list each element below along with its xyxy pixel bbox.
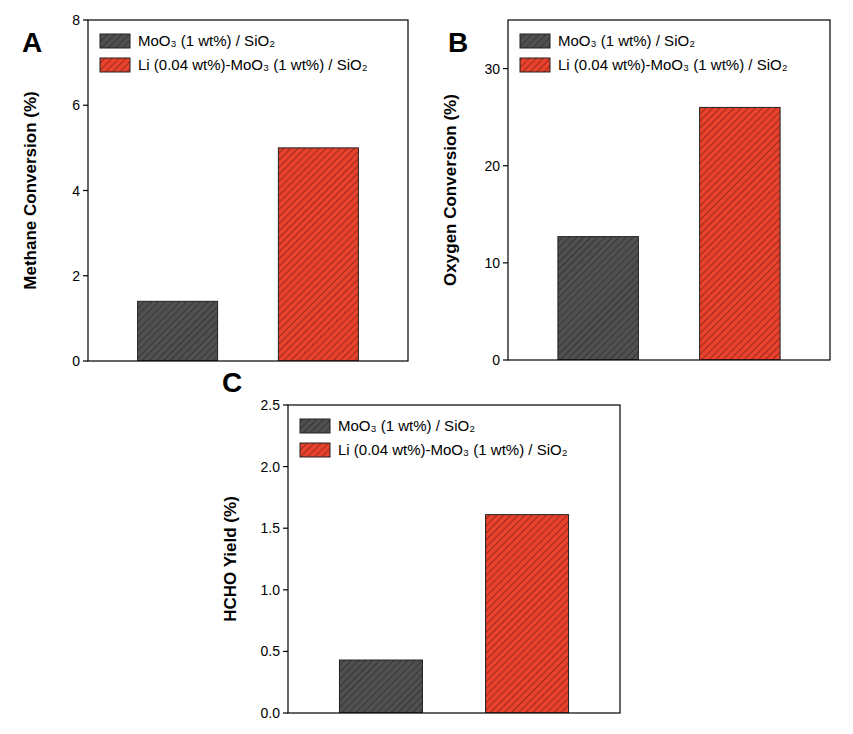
y-tick-label: 0.0 [261, 705, 281, 721]
y-tick-label: 2.5 [261, 397, 281, 413]
legend-label: Li (0.04 wt%)-MoO₃ (1 wt%) / SiO₂ [558, 56, 788, 73]
legend-swatch [300, 419, 330, 433]
bar [138, 301, 218, 361]
bars [138, 148, 359, 361]
legend-label: MoO₃ (1 wt%) / SiO₂ [138, 32, 275, 49]
legend: MoO₃ (1 wt%) / SiO₂ Li (0.04 wt%)-MoO₃ (1… [100, 32, 368, 73]
y-tick [83, 275, 88, 276]
y-tick [283, 589, 288, 590]
plot-frame [88, 20, 408, 361]
bars [339, 515, 568, 713]
legend-label: MoO₃ (1 wt%) / SiO₂ [558, 32, 695, 49]
legend-swatch [300, 443, 330, 457]
y-tick [83, 190, 88, 191]
y-tick [283, 712, 288, 713]
y-tick-label: 0 [492, 352, 500, 368]
y-axis-label: Oxygen Conversion (%) [441, 94, 460, 286]
y-tick [283, 528, 288, 529]
y-tick [503, 68, 508, 69]
plot-frame [288, 405, 620, 713]
y-tick-label: 30 [484, 61, 500, 77]
legend-swatch [520, 34, 550, 48]
legend-label: Li (0.04 wt%)-MoO₃ (1 wt%) / SiO₂ [138, 56, 368, 73]
figure: A 0 2 4 6 8 Methane Conversion (%) MoO₃ (1 wt%)… [0, 0, 853, 734]
legend-swatch [100, 58, 130, 72]
y-tick [83, 360, 88, 361]
y-tick-label: 0.5 [261, 643, 281, 659]
y-axis-label: Methane Conversion (%) [21, 91, 40, 289]
panel: B 0 10 20 30 Oxygen Conversion (%) MoO₃ (1 wt%… [441, 20, 830, 368]
y-tick-label: 0 [72, 353, 80, 369]
y-tick [503, 359, 508, 360]
y-tick-label: 6 [72, 97, 80, 113]
bar [700, 107, 781, 360]
y-tick [83, 105, 88, 106]
y-tick-label: 4 [72, 183, 80, 199]
y-tick [283, 651, 288, 652]
y-tick [283, 466, 288, 467]
bar [486, 515, 569, 713]
y-tick [283, 404, 288, 405]
panel-title: C [222, 367, 242, 398]
y-axis-label: HCHO Yield (%) [221, 496, 240, 622]
legend-swatch [100, 34, 130, 48]
y-tick [503, 262, 508, 263]
y-tick-label: 2.0 [261, 459, 281, 475]
panel: C 0.0 0.5 1.0 1.5 2.0 2.5 HCHO Yield (%) MoO₃ (1… [221, 367, 620, 721]
y-tick [83, 19, 88, 20]
y-tick [503, 165, 508, 166]
panel: A 0 2 4 6 8 Methane Conversion (%) MoO₃ (1 wt%)… [21, 12, 408, 369]
y-tick-label: 8 [72, 12, 80, 28]
legend-label: Li (0.04 wt%)-MoO₃ (1 wt%) / SiO₂ [338, 441, 568, 458]
legend-label: MoO₃ (1 wt%) / SiO₂ [338, 417, 475, 434]
bar [339, 660, 422, 713]
panel-title: B [448, 27, 468, 58]
y-tick-label: 10 [484, 255, 500, 271]
y-tick-label: 1.0 [261, 582, 281, 598]
legend-swatch [520, 58, 550, 72]
bars [558, 107, 780, 360]
y-tick-label: 2 [72, 268, 80, 284]
panel-title: A [22, 27, 42, 58]
legend: MoO₃ (1 wt%) / SiO₂ Li (0.04 wt%)-MoO₃ (1… [300, 417, 568, 458]
plot-frame [508, 20, 830, 360]
legend: MoO₃ (1 wt%) / SiO₂ Li (0.04 wt%)-MoO₃ (1… [520, 32, 788, 73]
y-tick-label: 20 [484, 158, 500, 174]
y-tick-label: 1.5 [261, 520, 281, 536]
bar [558, 237, 639, 360]
bar [278, 148, 358, 361]
